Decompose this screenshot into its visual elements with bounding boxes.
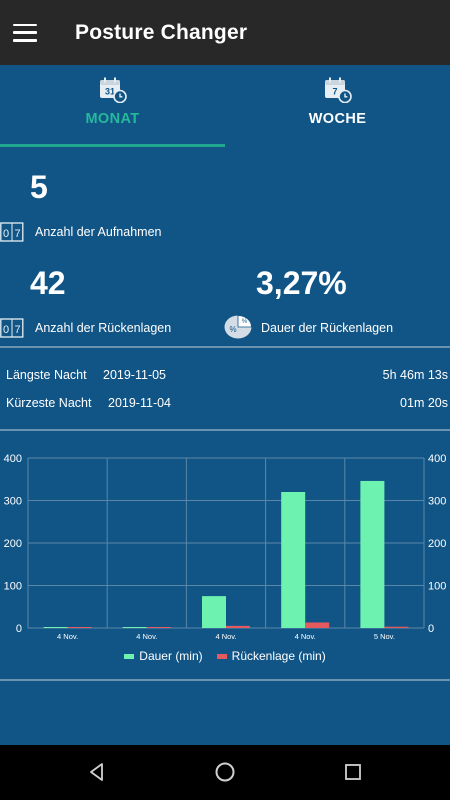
period-tabs: 31 MONAT 7 WOCHE (0, 65, 450, 147)
y-tick-label-right: 100 (428, 581, 446, 593)
calendar-day-text: 31 (104, 87, 114, 97)
stats-panel: 5 0 7 Anzahl der Aufnahmen 42 0 7 Anzahl… (0, 147, 450, 345)
bar-rueckenlage (146, 627, 171, 628)
divider (0, 429, 450, 431)
calendar-month-icon: 31 (99, 77, 127, 103)
calendar-week-icon: 7 (324, 77, 352, 103)
legend-label: Rückenlage (min) (231, 649, 326, 663)
longest-night-label: Längste Nacht (6, 368, 87, 382)
legend-swatch (124, 653, 135, 659)
recents-icon[interactable] (342, 761, 364, 783)
legend-label: Dauer (min) (139, 649, 203, 663)
y-tick-label-right: 300 (428, 496, 446, 508)
y-tick-label-left: 300 (4, 496, 22, 508)
bar-rueckenlage (384, 626, 409, 628)
legend-item-rueckenlage: Rückenlage (min) (216, 649, 326, 663)
recordings-count: 5 (30, 169, 48, 205)
bar-chart: 0 0 100 100 200 200 300 300 400 400 4 Nov. 4 Nov. 4 … (0, 450, 450, 675)
x-tick-label: 4 Nov. (215, 632, 236, 641)
back-positions-label: Anzahl der Rückenlagen (35, 321, 172, 335)
shortest-night-row: Kürzeste Nacht 2019-11-04 01m 20s (0, 396, 450, 416)
bar-rueckenlage (305, 622, 330, 628)
shortest-night-label: Kürzeste Nacht (6, 396, 92, 410)
longest-night-duration: 5h 46m 13s (382, 368, 448, 382)
y-tick-label-right: 400 (428, 453, 446, 465)
x-tick-label: 4 Nov. (57, 632, 78, 641)
divider (0, 346, 450, 348)
chart-legend: Dauer (min) Rückenlage (min) (0, 649, 450, 663)
tab-indicator (0, 144, 225, 147)
shortest-night-date: 2019-11-04 (108, 396, 172, 410)
x-tick-label: 4 Nov. (295, 632, 316, 641)
back-icon[interactable] (86, 761, 108, 783)
tab-woche-label: WOCHE (308, 111, 367, 127)
system-nav-bar (0, 745, 450, 800)
recordings-label: Anzahl der Aufnahmen (35, 225, 162, 239)
app-bar: Posture Changer (0, 0, 450, 65)
y-tick-label-left: 0 (16, 623, 22, 635)
shortest-night-duration: 01m 20s (400, 396, 448, 410)
svg-text:%: % (242, 319, 248, 325)
back-positions-count: 42 (30, 265, 66, 301)
tab-monat-label: MONAT (85, 111, 140, 127)
menu-icon[interactable] (13, 23, 37, 42)
legend-swatch (216, 653, 227, 659)
bar-dauer (202, 596, 226, 628)
y-tick-label-left: 400 (4, 453, 22, 465)
y-tick-label-right: 0 (428, 623, 434, 635)
bar-rueckenlage (67, 627, 92, 628)
legend-item-dauer: Dauer (min) (124, 649, 203, 663)
svg-text:%: % (229, 325, 236, 334)
counter-icon: 0 7 (0, 222, 24, 242)
bar-dauer (122, 627, 147, 628)
tab-monat[interactable]: 31 MONAT (0, 65, 225, 147)
back-duration-label: Dauer der Rückenlagen (261, 321, 394, 335)
bar-dauer (281, 492, 306, 628)
x-tick-label: 4 Nov. (136, 632, 157, 641)
longest-night-row: Längste Nacht 2019-11-05 5h 46m 13s (0, 368, 450, 388)
y-tick-label-right: 200 (428, 538, 446, 550)
x-tick-label: 5 Nov. (374, 632, 395, 641)
bar-dauer (360, 480, 385, 628)
svg-text:0: 0 (3, 324, 9, 336)
bar-dauer (43, 627, 68, 628)
chart-canvas: 0 0 100 100 200 200 300 300 400 400 4 Nov. 4 Nov. 4 … (4, 453, 447, 641)
divider (0, 679, 450, 681)
svg-text:0: 0 (3, 228, 9, 240)
y-tick-label-left: 100 (4, 581, 22, 593)
app-title: Posture Changer (75, 20, 248, 44)
calendar-day-text: 7 (332, 87, 337, 97)
tab-woche[interactable]: 7 WOCHE (225, 65, 450, 147)
back-duration-percent: 3,27% (256, 265, 347, 301)
pie-chart-icon: % % (224, 315, 252, 339)
home-icon[interactable] (214, 761, 236, 783)
longest-night-date: 2019-11-05 (103, 368, 167, 382)
svg-text:7: 7 (14, 228, 20, 240)
svg-text:7: 7 (14, 324, 20, 336)
y-tick-label-left: 200 (4, 538, 22, 550)
bar-rueckenlage (226, 625, 250, 628)
counter-icon: 0 7 (0, 318, 24, 338)
